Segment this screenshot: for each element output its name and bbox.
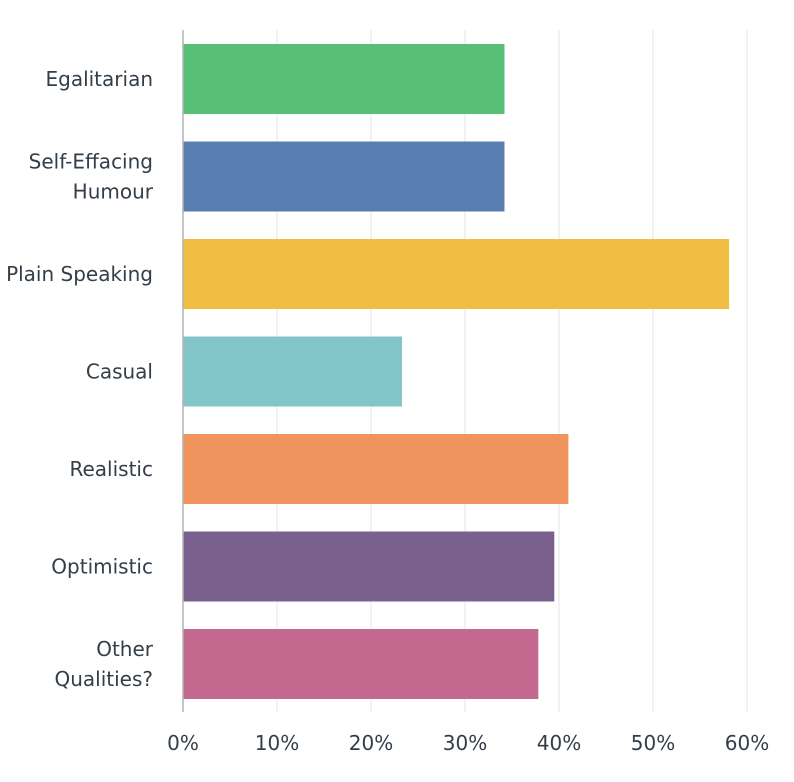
category-label-other-qualities: Other Qualities?	[54, 637, 153, 691]
category-label-optimistic: Optimistic	[51, 555, 153, 579]
x-tick-label-40: 40%	[537, 731, 581, 755]
bar-self-effacing-humour	[183, 141, 505, 212]
category-label-self-effacing-humour: Self-Effacing Humour	[29, 150, 154, 204]
bar-casual	[183, 336, 403, 407]
category-label-layer: Egalitarian Self-Effacing Humour Plain Spea…	[6, 67, 154, 691]
category-label-casual: Casual	[86, 360, 153, 384]
x-tick-label-20: 20%	[349, 731, 393, 755]
bar-optimistic	[183, 531, 555, 602]
category-label-egalitarian: Egalitarian	[45, 67, 153, 91]
tick-label-layer: 0% 10% 20% 30% 40% 50% 60%	[167, 731, 769, 755]
x-tick-label-60: 60%	[725, 731, 769, 755]
x-tick-label-10: 10%	[255, 731, 299, 755]
category-label-realistic: Realistic	[70, 457, 154, 481]
bar-egalitarian	[183, 44, 505, 114]
category-label-plain-speaking: Plain Speaking	[6, 262, 153, 286]
x-tick-label-50: 50%	[631, 731, 675, 755]
x-tick-label-30: 30%	[443, 731, 487, 755]
x-tick-label-0: 0%	[167, 731, 199, 755]
bar-other-qualities	[183, 629, 539, 699]
bar-layer	[183, 44, 730, 699]
bar-plain-speaking	[183, 239, 730, 309]
bar-realistic	[183, 434, 569, 504]
